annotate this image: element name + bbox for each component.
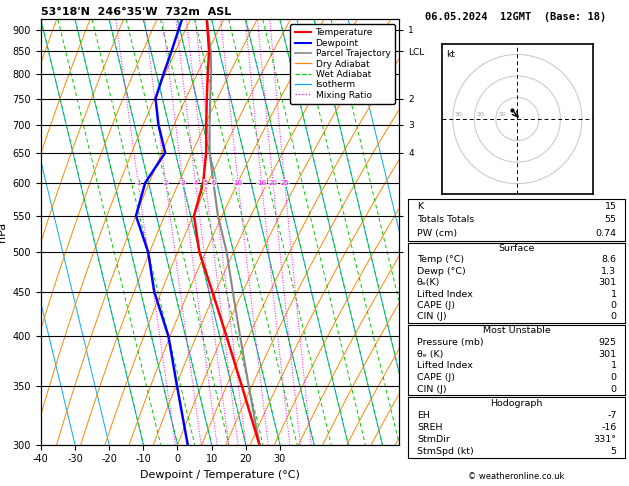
Text: 1.3: 1.3 <box>601 267 616 276</box>
Text: PW (cm): PW (cm) <box>417 229 457 238</box>
Text: Most Unstable: Most Unstable <box>483 326 550 335</box>
Text: Lifted Index: Lifted Index <box>417 361 473 370</box>
Text: 53°18'N  246°35'W  732m  ASL: 53°18'N 246°35'W 732m ASL <box>41 7 231 17</box>
Text: 1: 1 <box>136 180 140 186</box>
Text: 1: 1 <box>611 361 616 370</box>
Text: 301: 301 <box>598 349 616 359</box>
Text: 16: 16 <box>257 180 266 186</box>
Text: 4: 4 <box>193 180 198 186</box>
Text: 925: 925 <box>599 338 616 347</box>
Text: 30: 30 <box>455 112 463 117</box>
Text: Lifted Index: Lifted Index <box>417 290 473 298</box>
Text: Pressure (mb): Pressure (mb) <box>417 338 484 347</box>
Text: 06.05.2024  12GMT  (Base: 18): 06.05.2024 12GMT (Base: 18) <box>425 12 606 22</box>
Text: θₑ (K): θₑ (K) <box>417 349 443 359</box>
Text: StmSpd (kt): StmSpd (kt) <box>417 447 474 456</box>
Text: 0: 0 <box>611 312 616 321</box>
Text: Totals Totals: Totals Totals <box>417 215 474 225</box>
Text: © weatheronline.co.uk: © weatheronline.co.uk <box>467 472 564 481</box>
Text: 0: 0 <box>611 301 616 310</box>
Text: Temp (°C): Temp (°C) <box>417 255 464 264</box>
Text: 20: 20 <box>269 180 277 186</box>
Text: kt: kt <box>447 50 455 59</box>
Text: 2: 2 <box>164 180 168 186</box>
Text: 331°: 331° <box>594 435 616 444</box>
Text: 20: 20 <box>476 112 484 117</box>
Text: 5: 5 <box>203 180 208 186</box>
Text: 0: 0 <box>611 373 616 382</box>
Text: Surface: Surface <box>499 244 535 253</box>
Text: 5: 5 <box>611 447 616 456</box>
Text: CIN (J): CIN (J) <box>417 385 447 394</box>
Text: SREH: SREH <box>417 423 442 432</box>
Text: 8.6: 8.6 <box>601 255 616 264</box>
Text: K: K <box>417 202 423 210</box>
Text: 1: 1 <box>611 290 616 298</box>
Text: -16: -16 <box>601 423 616 432</box>
Text: EH: EH <box>417 411 430 420</box>
Text: 301: 301 <box>598 278 616 287</box>
Text: 25: 25 <box>281 180 289 186</box>
Text: θₑ(K): θₑ(K) <box>417 278 440 287</box>
Text: 15: 15 <box>604 202 616 210</box>
Text: 3: 3 <box>181 180 185 186</box>
Legend: Temperature, Dewpoint, Parcel Trajectory, Dry Adiabat, Wet Adiabat, Isotherm, Mi: Temperature, Dewpoint, Parcel Trajectory… <box>290 24 395 104</box>
Text: 10: 10 <box>498 112 506 117</box>
Y-axis label: hPa: hPa <box>0 222 7 242</box>
Text: 6: 6 <box>211 180 216 186</box>
Text: Hodograph: Hodograph <box>491 399 543 408</box>
Text: StmDir: StmDir <box>417 435 450 444</box>
Text: CAPE (J): CAPE (J) <box>417 301 455 310</box>
Text: 10: 10 <box>233 180 243 186</box>
Y-axis label: km
ASL: km ASL <box>432 232 450 254</box>
Text: 0.74: 0.74 <box>596 229 616 238</box>
Text: 0: 0 <box>611 385 616 394</box>
Text: CIN (J): CIN (J) <box>417 312 447 321</box>
Text: -7: -7 <box>607 411 616 420</box>
Text: CAPE (J): CAPE (J) <box>417 373 455 382</box>
Text: 55: 55 <box>604 215 616 225</box>
Text: Dewp (°C): Dewp (°C) <box>417 267 465 276</box>
X-axis label: Dewpoint / Temperature (°C): Dewpoint / Temperature (°C) <box>140 470 300 480</box>
